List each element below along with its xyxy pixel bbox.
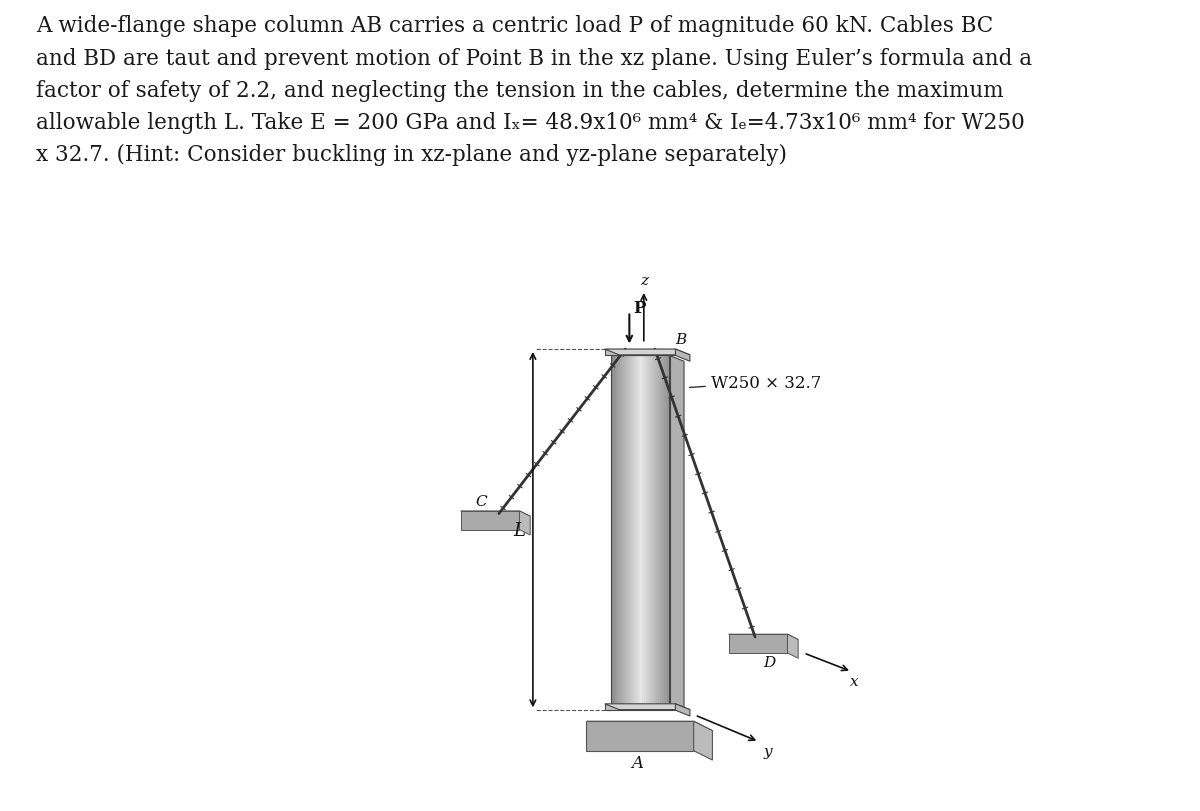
Text: z: z: [640, 274, 648, 288]
Polygon shape: [694, 721, 713, 760]
Polygon shape: [634, 356, 636, 704]
Polygon shape: [617, 356, 618, 704]
Polygon shape: [728, 634, 787, 653]
Polygon shape: [624, 356, 626, 704]
Polygon shape: [664, 356, 666, 704]
Polygon shape: [587, 721, 713, 731]
Polygon shape: [605, 350, 676, 356]
Polygon shape: [787, 634, 798, 659]
Polygon shape: [670, 356, 684, 710]
Polygon shape: [605, 704, 690, 710]
Text: C: C: [475, 495, 487, 508]
Polygon shape: [612, 356, 614, 704]
Text: A: A: [631, 754, 643, 771]
Polygon shape: [461, 511, 520, 530]
Polygon shape: [623, 356, 624, 704]
Polygon shape: [618, 356, 620, 704]
Polygon shape: [666, 356, 667, 704]
Polygon shape: [611, 356, 612, 704]
Polygon shape: [650, 356, 652, 704]
Polygon shape: [620, 356, 623, 704]
Polygon shape: [661, 356, 664, 704]
Polygon shape: [461, 511, 530, 517]
Text: L: L: [512, 521, 524, 539]
Polygon shape: [587, 721, 694, 751]
Polygon shape: [644, 356, 646, 704]
Polygon shape: [667, 356, 670, 704]
Polygon shape: [652, 356, 654, 704]
Polygon shape: [520, 511, 530, 535]
Polygon shape: [632, 356, 634, 704]
Polygon shape: [605, 350, 690, 355]
Text: y: y: [763, 744, 772, 758]
Text: D: D: [763, 654, 775, 669]
Polygon shape: [654, 356, 655, 704]
Polygon shape: [646, 356, 648, 704]
Polygon shape: [660, 356, 661, 704]
Text: W250 × 32.7: W250 × 32.7: [690, 375, 821, 391]
Polygon shape: [642, 356, 644, 704]
Polygon shape: [629, 356, 630, 704]
Polygon shape: [676, 704, 690, 716]
Polygon shape: [658, 356, 660, 704]
Polygon shape: [636, 356, 638, 704]
Text: A wide-flange shape column AB carries a centric load P of magnitude 60 kN. Cable: A wide-flange shape column AB carries a …: [36, 15, 1032, 166]
Polygon shape: [614, 356, 617, 704]
Polygon shape: [728, 634, 798, 640]
Text: B: B: [674, 333, 686, 347]
Polygon shape: [640, 356, 642, 704]
Polygon shape: [676, 350, 690, 362]
Polygon shape: [605, 704, 676, 710]
Polygon shape: [638, 356, 640, 704]
Polygon shape: [630, 356, 632, 704]
Polygon shape: [626, 356, 629, 704]
Polygon shape: [655, 356, 658, 704]
Text: P: P: [634, 299, 646, 316]
Polygon shape: [648, 356, 650, 704]
Text: x: x: [850, 675, 859, 689]
